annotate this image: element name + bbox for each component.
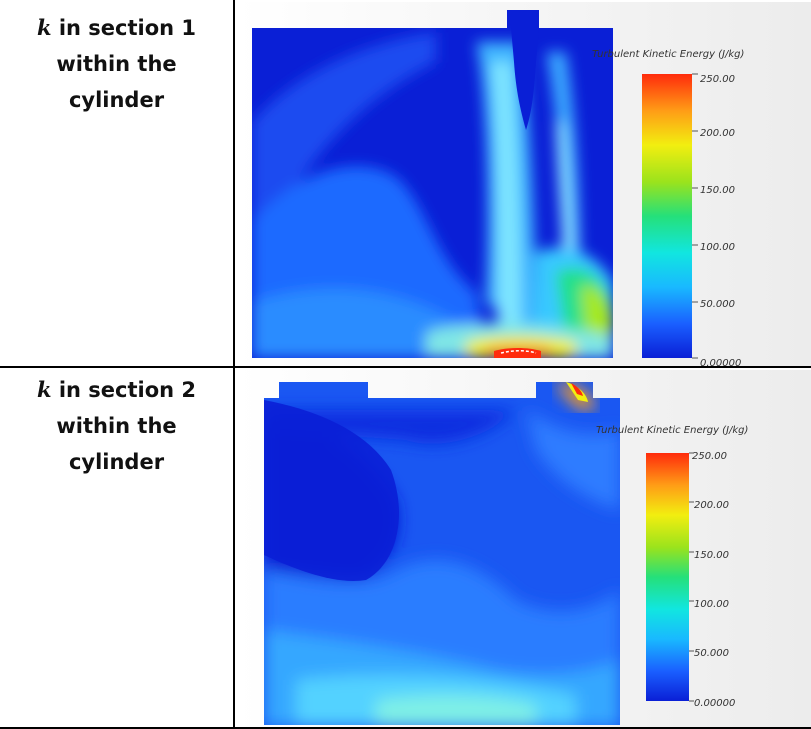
colorbar-scale	[642, 74, 692, 358]
colorbar-tick: 0.00000	[694, 698, 735, 709]
table-row-section-1	[0, 366, 811, 368]
contour-plot-section-2: Turbulent Kinetic Energy (J/kg) 250.00 2…	[236, 370, 811, 727]
colorbar-scale	[646, 453, 689, 701]
label-line-2: within the	[56, 52, 177, 76]
colorbar-tick: 250.00	[700, 74, 735, 85]
colorbar-tick: 50.000	[694, 648, 729, 659]
colorbar-tick: 0.00000	[700, 358, 741, 366]
row-label-section-1: k in section 1 within the cylinder	[0, 10, 233, 118]
colorbar-tick: 200.00	[694, 500, 729, 511]
colorbar-tick: 200.00	[700, 128, 735, 139]
cfd-contour-figure-section-2: Turbulent Kinetic Energy (J/kg) 250.00 2…	[236, 370, 811, 727]
cfd-contour-figure-section-1: Turbulent Kinetic Energy (J/kg) 250.00 2…	[236, 2, 811, 366]
colorbar-tick: 150.00	[694, 550, 729, 561]
label-line-1: in section 2	[51, 378, 197, 402]
table-row-section-2	[0, 368, 811, 729]
colorbar-title: Turbulent Kinetic Energy (J/kg)	[592, 49, 744, 60]
contour-plot-section-1: Turbulent Kinetic Energy (J/kg) 250.00 2…	[236, 2, 811, 366]
label-line-2: within the	[56, 414, 177, 438]
colorbar-tick: 100.00	[700, 242, 735, 253]
k-symbol: k	[36, 15, 52, 40]
row-label-section-2: k in section 2 within the cylinder	[0, 372, 233, 480]
colorbar-tick: 150.00	[700, 185, 735, 196]
colorbar-tick: 50.000	[700, 299, 735, 310]
colorbar-title: Turbulent Kinetic Energy (J/kg)	[596, 425, 748, 436]
k-symbol: k	[36, 377, 52, 402]
label-line-3: cylinder	[68, 88, 165, 112]
label-line-3: cylinder	[68, 450, 165, 474]
colorbar-tick: 250.00	[692, 451, 727, 462]
label-line-1: in section 1	[51, 16, 197, 40]
colorbar-tick: 100.00	[694, 599, 729, 610]
column-divider	[233, 0, 235, 729]
